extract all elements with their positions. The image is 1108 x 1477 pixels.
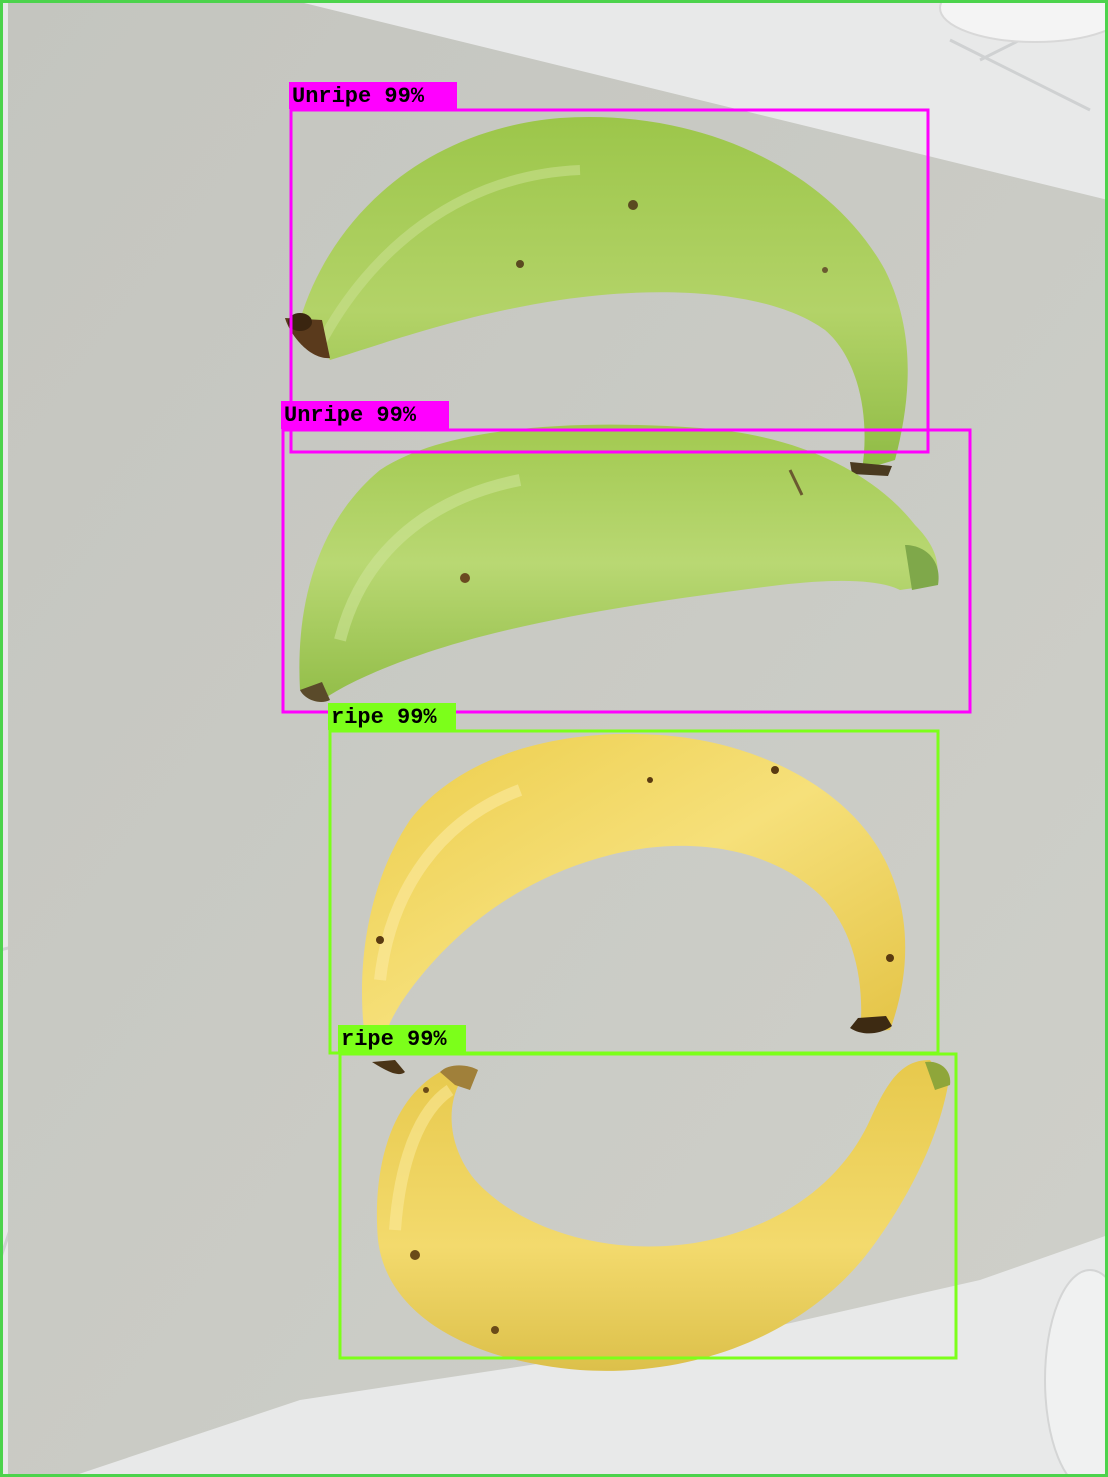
detection-label: ripe 99% bbox=[341, 1027, 447, 1052]
detection-box-unripe-1: Unripe 99% bbox=[289, 82, 930, 454]
bowl-top-right bbox=[939, 0, 1108, 43]
detection-label-bg bbox=[328, 703, 456, 730]
detection-box-ripe-2: ripe 99% bbox=[338, 1025, 958, 1360]
grey-paper bbox=[8, 2, 1108, 1477]
detection-box-unripe-2: Unripe 99% bbox=[281, 401, 972, 714]
detection-label: Unripe 99% bbox=[292, 84, 425, 109]
banana-ripe-1 bbox=[362, 733, 906, 1052]
detection-label: Unripe 99% bbox=[284, 403, 417, 428]
dish-bottom-right bbox=[1044, 1269, 1108, 1477]
detection-label-bg bbox=[338, 1025, 466, 1053]
detection-label-bg bbox=[289, 82, 457, 109]
detection-label-bg bbox=[281, 401, 449, 429]
banana-unripe-1 bbox=[285, 116, 908, 476]
detection-label: ripe 99% bbox=[331, 705, 437, 730]
banana-unripe-2 bbox=[299, 424, 939, 702]
banana-ripe-2 bbox=[372, 1060, 951, 1371]
